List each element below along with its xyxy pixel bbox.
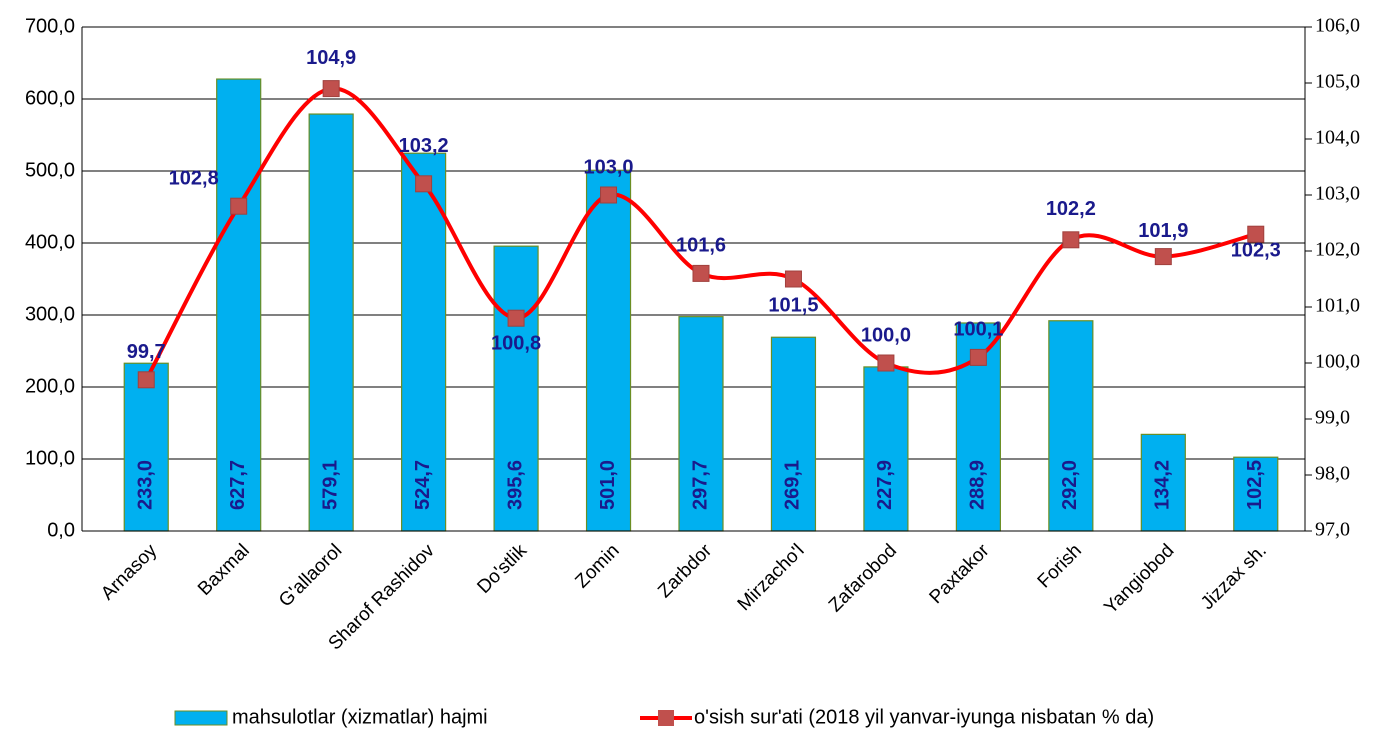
- bar-value-label: 524,7: [412, 460, 434, 510]
- line-value-label: 103,0: [584, 156, 634, 178]
- bar-value-label: 627,7: [227, 460, 249, 510]
- x-tick-label: Forish: [1034, 540, 1086, 592]
- x-tick-label: Yangiobod: [1100, 540, 1178, 618]
- bar: [493, 245, 539, 532]
- x-tick-label: Zomin: [571, 540, 623, 592]
- y2-tick-label: 105,0: [1315, 71, 1360, 93]
- line-value-label: 101,5: [768, 294, 818, 316]
- line-value-label: 101,6: [676, 235, 726, 257]
- line-value-label: 100,0: [861, 324, 911, 346]
- x-tick-label: Arnasoy: [97, 540, 161, 604]
- line-marker: [692, 264, 710, 282]
- bar-value-label: 501,0: [597, 460, 619, 510]
- y-tick-label: 700,0: [25, 15, 75, 37]
- bar: [770, 336, 817, 532]
- y-tick-label: 200,0: [25, 375, 75, 397]
- line-value-label: 103,2: [399, 135, 449, 157]
- y-tick-label: 100,0: [25, 447, 75, 469]
- bar: [1048, 320, 1094, 532]
- y2-tick-label: 98,0: [1315, 463, 1350, 485]
- line-value-label: 104,9: [306, 47, 356, 69]
- y-tick-label: 300,0: [25, 303, 75, 325]
- line-value-label: 102,3: [1231, 239, 1281, 261]
- y2-tick-label: 103,0: [1315, 183, 1360, 205]
- line-value-label: 99,7: [127, 341, 166, 363]
- bar-value-label: 134,2: [1152, 460, 1174, 510]
- y2-tick-label: 99,0: [1315, 407, 1350, 429]
- bar-value-label: 227,9: [874, 460, 896, 510]
- x-tick-label: Baxmal: [194, 540, 254, 600]
- bar: [401, 152, 447, 532]
- y2-tick-label: 100,0: [1315, 351, 1360, 373]
- legend-label: o'sish sur'ati (2018 yil yanvar-iyunga n…: [694, 706, 1154, 728]
- bar-value-label: 297,7: [689, 460, 711, 510]
- bar: [1140, 433, 1186, 532]
- x-tick-label: Zafarobod: [825, 540, 901, 616]
- bar: [216, 78, 262, 532]
- y2-tick-label: 97,0: [1315, 519, 1350, 541]
- y2-tick-label: 102,0: [1315, 239, 1360, 261]
- line-value-label: 100,8: [491, 332, 541, 354]
- x-tick-label: Zarbdor: [654, 540, 716, 602]
- bar-value-label: 102,5: [1244, 460, 1266, 510]
- line-marker: [1247, 225, 1265, 243]
- x-tick-label: Mirzacho'l: [734, 540, 809, 615]
- line-value-label: 101,9: [1138, 220, 1188, 242]
- line-marker: [322, 80, 340, 98]
- x-tick-label: Jizzax sh.: [1197, 540, 1271, 614]
- line: [144, 86, 1257, 381]
- x-tick-label: Do'stlik: [473, 540, 531, 598]
- bar-value-label: 579,1: [319, 460, 341, 510]
- line-value-label: 100,1: [953, 319, 1003, 341]
- line-marker: [600, 186, 618, 204]
- bar: [863, 366, 909, 532]
- line-marker: [230, 197, 248, 215]
- y2-tick-label: 101,0: [1315, 295, 1360, 317]
- y-tick-label: 500,0: [25, 159, 75, 181]
- bar: [1233, 456, 1279, 532]
- y-tick-label: 0,0: [47, 519, 75, 541]
- line-marker: [1154, 248, 1172, 266]
- line-marker: [507, 309, 525, 327]
- line-marker: [415, 175, 433, 193]
- bar: [123, 362, 169, 532]
- bar-value-label: 288,9: [967, 460, 989, 510]
- line-marker: [784, 270, 802, 288]
- legend-marker: [658, 710, 674, 726]
- line-value-label: 102,8: [169, 167, 219, 189]
- bar-value-label: 233,0: [135, 460, 157, 510]
- y2-tick-label: 104,0: [1315, 127, 1360, 149]
- bar-value-label: 269,1: [782, 460, 804, 510]
- y-tick-label: 400,0: [25, 231, 75, 253]
- line-marker: [969, 348, 987, 366]
- y-tick-label: 600,0: [25, 87, 75, 109]
- bar-value-label: 395,6: [504, 460, 526, 510]
- x-tick-label: G'allaorol: [275, 540, 346, 611]
- y2-tick-label: 106,0: [1315, 15, 1360, 37]
- bar: [308, 113, 354, 532]
- legend-label: mahsulotlar (xizmatlar) hajmi: [232, 706, 488, 728]
- bar: [678, 316, 724, 532]
- line-marker: [1062, 231, 1080, 249]
- line-marker: [877, 354, 895, 372]
- legend-swatch: [174, 710, 228, 726]
- line-marker: [137, 371, 155, 389]
- line-value-label: 102,2: [1046, 198, 1096, 220]
- x-tick-label: Paxtakor: [926, 540, 994, 608]
- bar-value-label: 292,0: [1059, 460, 1081, 510]
